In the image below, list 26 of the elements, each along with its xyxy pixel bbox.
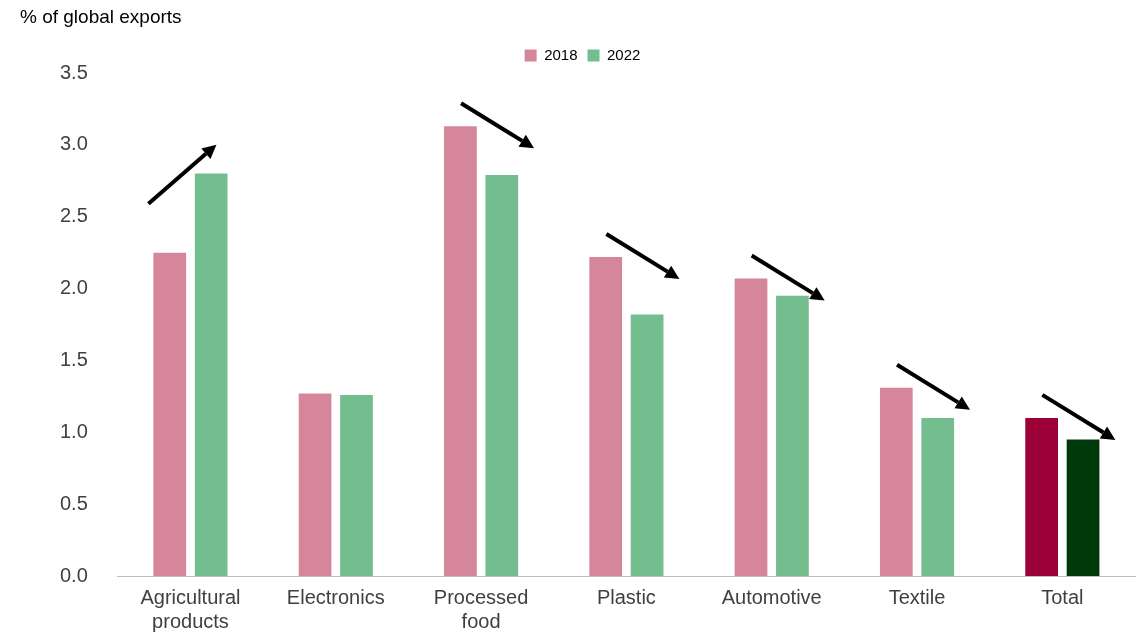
y-tick-label: 1.0 — [59, 419, 88, 442]
bar — [1066, 439, 1100, 576]
legend-label: 2022 — [607, 45, 641, 63]
y-tick-label: 2.0 — [59, 276, 88, 299]
x-tick-label: Textile — [888, 585, 946, 608]
x-tick-label: Agricultural products — [140, 585, 241, 632]
bar — [194, 173, 228, 576]
bar — [153, 252, 187, 576]
y-tick-label: 0.5 — [59, 491, 88, 514]
x-tick-label: Automotive — [721, 585, 822, 608]
x-tick-label: Processed food — [433, 585, 529, 632]
bar — [298, 393, 332, 576]
legend-label: 2018 — [544, 45, 578, 63]
x-tick-label: Total — [1041, 585, 1084, 608]
bar — [921, 417, 955, 576]
x-tick-label: Electronics — [286, 585, 385, 608]
bar — [485, 175, 519, 576]
y-tick-label: 0.0 — [59, 563, 88, 586]
bar — [630, 314, 664, 576]
x-tick-label: Plastic — [596, 585, 656, 608]
y-axis-title: % of global exports — [20, 6, 182, 28]
y-tick-label: 3.5 — [59, 60, 88, 83]
y-tick-label: 2.5 — [59, 204, 88, 227]
bar — [340, 394, 373, 576]
y-tick-label: 3.0 — [59, 132, 88, 155]
y-tick-label: 1.5 — [59, 347, 88, 370]
